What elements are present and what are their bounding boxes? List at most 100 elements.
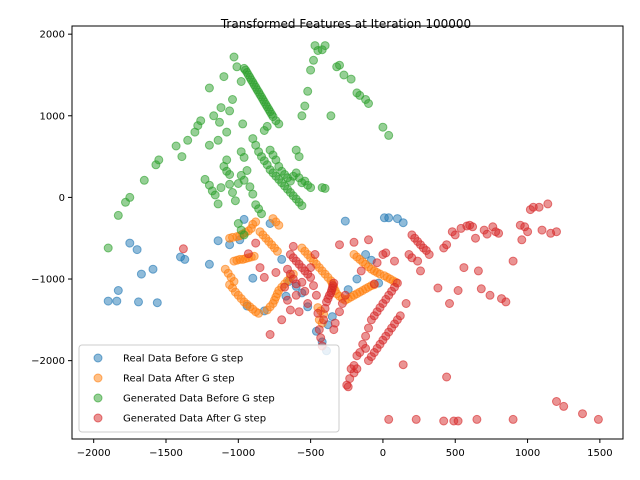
data-point <box>225 106 235 116</box>
x-tick-label: 1500 <box>587 448 612 459</box>
data-point <box>225 170 235 179</box>
data-point <box>311 290 321 300</box>
data-point <box>228 95 237 104</box>
data-point <box>473 266 483 276</box>
data-point <box>216 103 226 113</box>
data-point <box>361 331 371 341</box>
data-point <box>171 141 181 151</box>
data-point <box>204 83 214 93</box>
data-point <box>239 175 249 185</box>
data-point <box>277 254 287 264</box>
y-tick-label: −1000 <box>31 275 65 286</box>
data-point <box>251 217 261 227</box>
data-point <box>204 140 214 150</box>
data-point <box>309 281 318 291</box>
data-point <box>274 119 284 129</box>
chart-title: Transformed Features at Iteration 100000 <box>220 17 471 31</box>
data-point <box>103 296 113 306</box>
data-point <box>213 199 223 209</box>
data-point <box>259 272 269 282</box>
data-point <box>352 274 362 284</box>
data-point <box>494 228 504 238</box>
data-point <box>280 282 290 292</box>
data-point <box>297 201 307 211</box>
data-point <box>255 263 265 273</box>
data-point <box>277 315 287 325</box>
data-point <box>517 235 527 245</box>
data-point <box>294 307 304 317</box>
data-point <box>340 216 350 226</box>
data-point <box>236 77 246 86</box>
legend-marker <box>93 413 103 423</box>
legend-marker <box>93 373 103 383</box>
data-point <box>416 266 425 276</box>
data-point <box>453 416 463 426</box>
data-point <box>113 286 123 295</box>
data-point <box>330 318 340 328</box>
data-point <box>369 279 379 289</box>
data-point <box>285 305 295 315</box>
data-point <box>132 245 142 255</box>
data-point <box>534 202 544 212</box>
data-point <box>508 256 518 266</box>
data-point <box>411 414 421 424</box>
data-point <box>392 278 402 288</box>
data-point <box>340 290 350 300</box>
data-point <box>320 41 330 51</box>
data-point <box>154 155 164 165</box>
data-point <box>288 241 298 251</box>
data-point <box>543 199 553 209</box>
data-point <box>372 258 382 268</box>
data-point <box>401 299 411 308</box>
x-tick-label: −500 <box>297 448 324 459</box>
x-tick-label: 1000 <box>515 448 540 459</box>
data-point <box>309 55 318 65</box>
data-point <box>239 152 249 162</box>
legend: Real Data Before G step Real Data After G… <box>78 344 340 433</box>
data-point <box>398 360 408 370</box>
data-point <box>225 179 235 189</box>
data-point <box>148 264 158 274</box>
x-tick-label: 0 <box>380 448 386 459</box>
data-point <box>472 414 482 424</box>
data-point <box>243 249 253 259</box>
data-point <box>356 266 366 276</box>
data-point <box>272 246 282 256</box>
data-point <box>180 254 190 264</box>
data-point <box>306 183 316 193</box>
data-point <box>364 99 373 108</box>
legend-label: Real Data Before G step <box>123 354 243 365</box>
data-point <box>471 233 480 243</box>
data-point <box>178 244 188 254</box>
data-point <box>183 135 193 145</box>
data-point <box>313 308 323 318</box>
data-point <box>459 263 469 273</box>
legend-marker <box>93 393 103 403</box>
legend-box <box>78 344 340 433</box>
data-point <box>112 296 122 306</box>
data-point <box>450 230 460 240</box>
data-point <box>209 111 219 121</box>
data-point <box>361 343 371 353</box>
data-point <box>274 220 284 230</box>
data-point <box>306 272 316 282</box>
data-point <box>294 152 304 162</box>
data-point <box>177 152 187 162</box>
data-point <box>242 166 252 175</box>
data-point <box>335 240 344 250</box>
legend-label: Generated Data After G step <box>123 414 266 425</box>
data-point <box>251 238 261 248</box>
y-axis: 2000 1000 0 −1000 −2000 <box>31 30 72 367</box>
data-point <box>136 269 146 279</box>
series-2-points <box>103 41 394 253</box>
data-point <box>134 297 143 307</box>
data-point <box>346 74 356 84</box>
data-point <box>316 333 326 343</box>
plot-area-frame <box>71 25 624 440</box>
y-tick-label: 0 <box>59 193 65 204</box>
data-point <box>210 190 220 200</box>
data-point <box>288 253 298 263</box>
data-point <box>352 364 362 374</box>
data-point <box>453 286 463 295</box>
